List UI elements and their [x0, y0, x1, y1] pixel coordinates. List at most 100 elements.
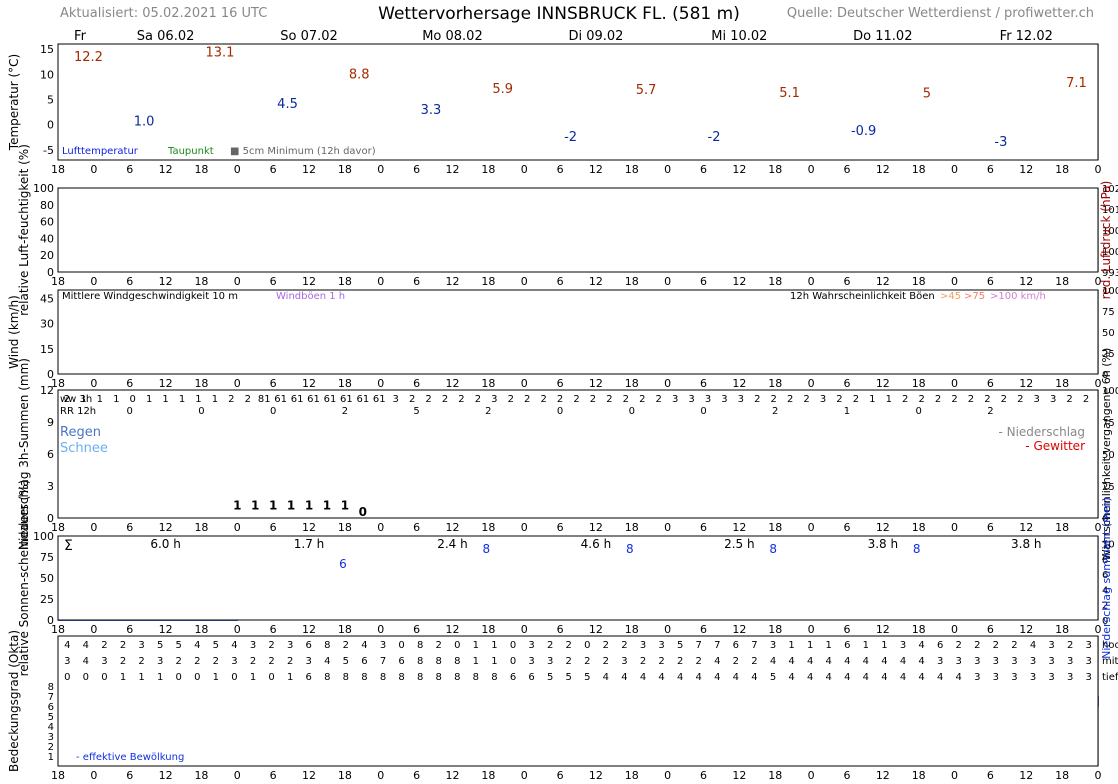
cloud-cell-value: 7	[751, 640, 757, 651]
max-label: 8.8	[349, 67, 370, 82]
cloud-cell-value: 4	[640, 672, 646, 683]
y-tick-label: 10	[40, 68, 54, 81]
cloud-cell-value: 1	[473, 640, 479, 651]
ww-code: 2	[902, 394, 908, 405]
hour-tick-label: 6	[413, 521, 420, 534]
cloud-cell-value: 2	[751, 656, 757, 667]
y-tick-label: 100	[33, 182, 54, 195]
cloud-cell-value: 4	[844, 672, 850, 683]
cloud-cell-value: 5	[176, 640, 182, 651]
hour-tick-label: 0	[951, 623, 958, 636]
y-tick-label: 5	[48, 712, 54, 723]
ww-code: 1	[179, 394, 185, 405]
daily-sunshine-label: 2.5 h	[724, 537, 755, 551]
cloud-cell-value: 5	[157, 640, 163, 651]
cloud-cell-value: 6	[361, 656, 367, 667]
y-tick-label: 20	[40, 249, 54, 262]
y-axis-label: Niederschlag 3h-Summen (mm)	[17, 358, 31, 550]
hour-tick-label: 12	[732, 769, 746, 782]
hour-tick-label: 6	[270, 163, 277, 176]
y-tick-label: 7	[48, 692, 54, 703]
ww-code: 2	[918, 394, 924, 405]
hour-tick-label: 12	[876, 275, 890, 288]
cumulative-label: 8	[769, 542, 777, 556]
y-axis-label-right: Wahrscheinlichkeit vergangene 6h (%)	[1100, 348, 1113, 561]
cloud-cell-value: 8	[473, 672, 479, 683]
rr12-value: 2	[987, 406, 993, 417]
hour-tick-label: 6	[700, 623, 707, 636]
hour-tick-label: 0	[664, 769, 671, 782]
cloud-cell-value: 2	[436, 640, 442, 651]
ww-code: 2	[984, 394, 990, 405]
hour-tick-label: 12	[732, 163, 746, 176]
ww-code: 2	[1083, 394, 1089, 405]
cloud-cell-value: 2	[658, 656, 664, 667]
y-tick-label: 9	[47, 416, 54, 429]
cloud-cell-value: 3	[231, 656, 237, 667]
labels: 18 0 6 12 18 0 6 12 18 0 6 12 18 0 6 12 18 0 6 12 18 0 6 12 18 0 6…	[7, 29, 1118, 782]
y-tick-label: 60	[40, 216, 54, 229]
cloud-cell-value: 4	[807, 656, 813, 667]
min-label: 4.5	[277, 97, 298, 112]
ww-code: 2	[573, 394, 579, 405]
cumulative-label: 6	[339, 557, 347, 571]
hour-tick-label: 18	[51, 275, 65, 288]
rr12-value: 0	[270, 406, 276, 417]
y-tick-label-right: 10	[1102, 540, 1115, 551]
cloud-cell-value: 6	[528, 672, 534, 683]
y-tick-label: 45	[40, 292, 54, 305]
hour-tick-label: 18	[625, 275, 639, 288]
cloud-cell-value: 3	[640, 640, 646, 651]
hour-tick-label: 12	[876, 377, 890, 390]
ww-code: 2	[590, 394, 596, 405]
cloud-cell-value: 2	[138, 656, 144, 667]
hour-tick-label: 6	[843, 623, 850, 636]
cloud-cell-value: 8	[417, 656, 423, 667]
ww-code: 3	[672, 394, 678, 405]
ww-code: 3	[1050, 394, 1056, 405]
cloud-cell-value: 4	[918, 656, 924, 667]
max-label: 7.1	[1066, 76, 1087, 91]
hour-tick-label: 18	[481, 623, 495, 636]
ww-code: 1	[97, 394, 103, 405]
hour-tick-label: 18	[912, 163, 926, 176]
cloud-cell-value: 2	[213, 656, 219, 667]
y-tick-label: 8	[48, 682, 54, 693]
rr12-value: 2	[342, 406, 348, 417]
cloud-cell-value: 3	[770, 640, 776, 651]
gust-prob-75: >75	[964, 291, 985, 302]
hour-tick-label: 18	[625, 163, 639, 176]
hour-tick-label: 0	[951, 163, 958, 176]
y-axis-label-right: Niederschlag summiert (mm)	[1100, 497, 1113, 659]
gust-prob-legend: 12h Wahrscheinlichkeit Böen	[790, 291, 935, 302]
daily-sunshine-label: 3.8 h	[868, 537, 899, 551]
hour-tick-label: 12	[876, 623, 890, 636]
cloud-cell-value: 3	[380, 640, 386, 651]
hour-tick-label: 0	[521, 275, 528, 288]
ww-code: 3	[721, 394, 727, 405]
hour-tick-label: 12	[302, 623, 316, 636]
cloud-cell-value: 1	[473, 656, 479, 667]
cloud-cell-value: 6	[306, 672, 312, 683]
y-tick-label: 1	[48, 752, 54, 763]
cloud-cell-value: 3	[1086, 656, 1092, 667]
hour-tick-label: 0	[808, 769, 815, 782]
hour-tick-label: 0	[1095, 769, 1102, 782]
cloud-cell-value: 5	[677, 640, 683, 651]
hour-tick-label: 6	[700, 521, 707, 534]
hour-tick-label: 18	[194, 623, 208, 636]
cloud-cell-value: 1	[863, 640, 869, 651]
cloud-cell-value: 7	[714, 640, 720, 651]
ww-code: 2	[771, 394, 777, 405]
hour-tick-label: 0	[234, 275, 241, 288]
hour-tick-label: 6	[700, 377, 707, 390]
cloud-cell-value: 4	[751, 672, 757, 683]
cloud-cell-value: 8	[436, 656, 442, 667]
y-tick-label: 75	[40, 551, 54, 564]
y-tick-label: 0	[47, 614, 54, 627]
hour-tick-label: 12	[445, 623, 459, 636]
cloud-cell-value: 3	[993, 656, 999, 667]
ww-code: 2	[1066, 394, 1072, 405]
ww-code: 2	[853, 394, 859, 405]
hour-tick-label: 6	[270, 275, 277, 288]
